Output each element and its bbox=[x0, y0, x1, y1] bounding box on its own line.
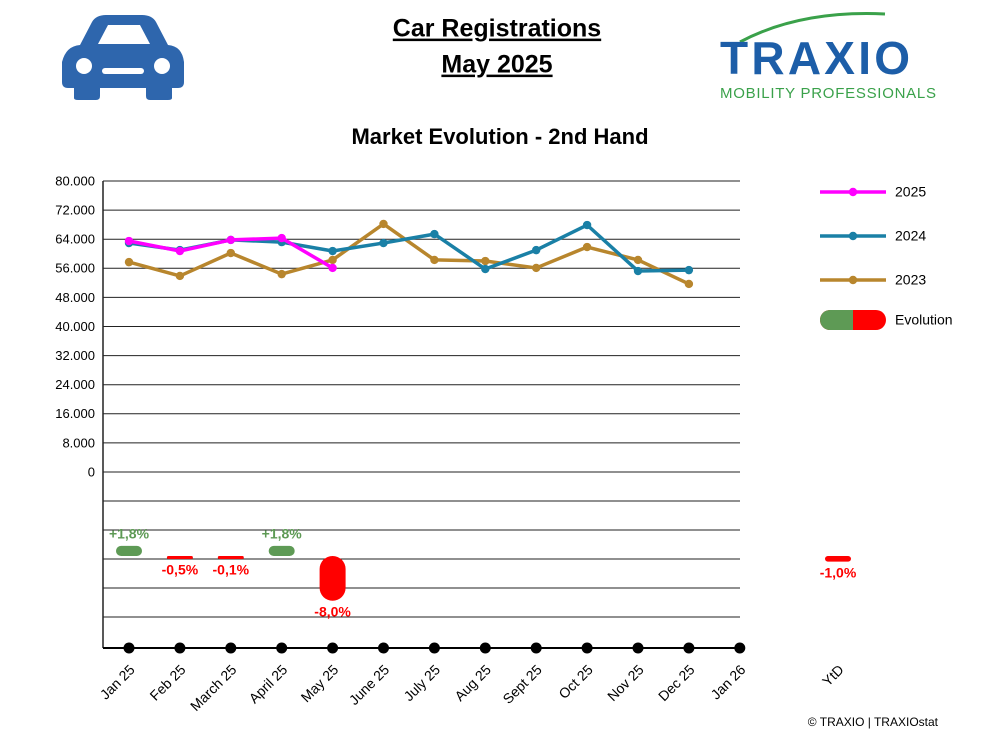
x-tick-label: July 25 bbox=[400, 661, 443, 704]
x-tick-dot bbox=[530, 642, 542, 654]
series-point bbox=[379, 238, 388, 248]
x-tick-label: May 25 bbox=[298, 661, 342, 705]
x-tick-label: Feb 25 bbox=[147, 661, 189, 703]
x-tick-label: Dec 25 bbox=[655, 661, 698, 704]
series-point bbox=[277, 269, 286, 279]
legend-label: Evolution bbox=[895, 312, 953, 328]
series-point bbox=[175, 246, 185, 256]
chart-subtitle: Market Evolution - 2nd Hand bbox=[351, 124, 648, 149]
legend-label: 2023 bbox=[895, 272, 926, 288]
x-tick-dot bbox=[174, 642, 186, 654]
y-tick-label: 64.000 bbox=[55, 232, 95, 247]
evolution-pill bbox=[319, 556, 346, 601]
series-point bbox=[481, 256, 490, 266]
x-tick-label: June 25 bbox=[346, 661, 393, 708]
evolution-label: +1,8% bbox=[262, 526, 303, 542]
evolution-label: -1,0% bbox=[820, 564, 857, 580]
series-point bbox=[684, 265, 694, 275]
x-tick-label: April 25 bbox=[246, 661, 291, 706]
series-point bbox=[633, 255, 643, 265]
x-tick-dot bbox=[581, 642, 593, 654]
series-point bbox=[277, 233, 286, 243]
evolution-pill bbox=[268, 545, 295, 556]
series-point bbox=[226, 235, 235, 245]
legend-dot bbox=[848, 187, 858, 197]
series-point bbox=[328, 255, 337, 265]
legend-pill-pos bbox=[820, 310, 853, 330]
y-tick-label: 8.000 bbox=[62, 435, 95, 450]
evolution-pill bbox=[217, 556, 244, 559]
x-tick-label: YtD bbox=[819, 661, 847, 689]
series-point bbox=[430, 229, 439, 239]
series-point bbox=[532, 245, 541, 255]
x-tick-label: Jan 25 bbox=[97, 661, 138, 702]
series-point bbox=[328, 263, 337, 273]
x-tick-dot bbox=[734, 642, 746, 654]
series-point bbox=[684, 279, 694, 289]
evolution-label: +1,8% bbox=[109, 526, 150, 542]
y-tick-label: 56.000 bbox=[55, 261, 95, 276]
x-tick-dot bbox=[632, 642, 644, 654]
y-tick-label: 32.000 bbox=[55, 348, 95, 363]
x-tick-label: Aug 25 bbox=[451, 661, 494, 704]
x-tick-dot bbox=[479, 642, 491, 654]
logo-name: TRAXIO bbox=[720, 32, 910, 84]
car-icon bbox=[62, 15, 184, 100]
series-line bbox=[128, 222, 690, 286]
series-point bbox=[175, 271, 185, 281]
evolution-pill bbox=[116, 545, 142, 556]
series-point bbox=[582, 242, 592, 252]
y-tick-label: 0 bbox=[88, 464, 95, 479]
evolution-pill bbox=[166, 556, 193, 559]
x-tick-label: March 25 bbox=[187, 661, 240, 714]
series-point bbox=[430, 255, 439, 265]
x-tick-dot bbox=[428, 642, 440, 654]
series-point bbox=[124, 236, 134, 246]
x-tick-dot bbox=[123, 642, 135, 654]
series-line bbox=[128, 223, 689, 273]
evolution-label: -0,1% bbox=[213, 562, 250, 578]
legend-label: 2024 bbox=[895, 228, 926, 244]
series-point bbox=[328, 246, 337, 256]
x-tick-dot bbox=[378, 642, 389, 654]
y-tick-label: 48.000 bbox=[55, 290, 95, 305]
x-tick-dot bbox=[327, 642, 339, 654]
series-point bbox=[124, 257, 134, 267]
x-tick-dot bbox=[276, 642, 288, 654]
x-tick-label: Nov 25 bbox=[604, 661, 647, 704]
x-tick-label: Oct 25 bbox=[555, 661, 596, 702]
legend-label: 2025 bbox=[895, 184, 926, 200]
title-line: Car Registrations bbox=[393, 15, 601, 43]
series-point bbox=[582, 220, 592, 230]
y-tick-label: 80.000 bbox=[55, 173, 95, 188]
y-tick-label: 40.000 bbox=[55, 319, 95, 334]
logo-swoosh bbox=[739, 12, 886, 44]
lower-grid bbox=[103, 500, 740, 618]
evolution-pill bbox=[825, 556, 851, 562]
x-tick-dot bbox=[225, 642, 237, 654]
y-tick-label: 16.000 bbox=[55, 406, 95, 421]
x-tick-label: Sept 25 bbox=[499, 661, 545, 707]
x-tick-dot bbox=[683, 642, 695, 654]
y-tick-label: 24.000 bbox=[55, 377, 95, 392]
y-tick-label: 72.000 bbox=[55, 203, 95, 218]
legend-dot bbox=[848, 275, 858, 285]
series-point bbox=[379, 219, 388, 229]
evolution-label: -8,0% bbox=[314, 604, 351, 620]
series-point bbox=[633, 266, 643, 276]
legend-dot bbox=[848, 231, 858, 241]
evolution-label: -0,5% bbox=[162, 562, 199, 578]
x-tick-label: Jan 26 bbox=[707, 661, 748, 702]
footer: © TRAXIO | TRAXIOstat bbox=[808, 715, 939, 729]
logo-tagline: MOBILITY PROFESSIONALS bbox=[720, 85, 936, 102]
title-line: May 2025 bbox=[441, 51, 552, 79]
series-point bbox=[481, 264, 490, 274]
series-point bbox=[532, 263, 541, 273]
series-point bbox=[226, 248, 235, 258]
